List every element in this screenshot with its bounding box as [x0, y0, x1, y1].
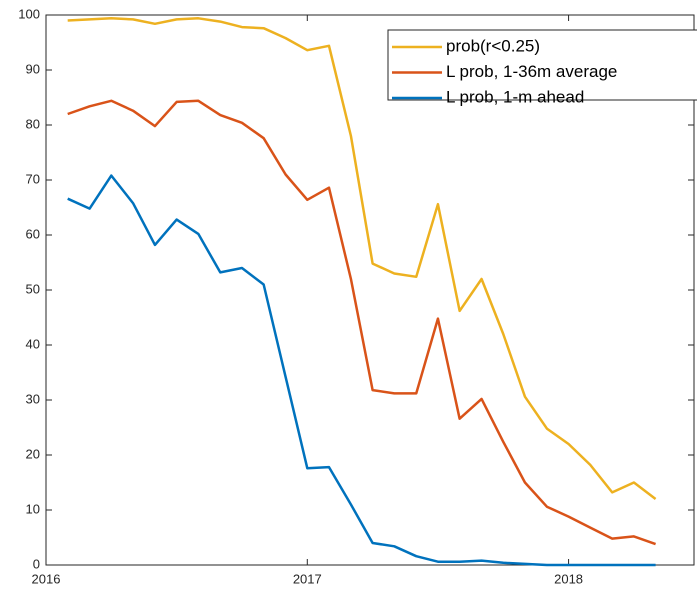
x-tick-label: 2016 [32, 571, 61, 586]
y-tick-label: 0 [33, 556, 40, 571]
legend-label: L prob, 1-m ahead [446, 87, 584, 106]
legend-label: prob(r<0.25) [446, 36, 540, 55]
y-tick-label: 100 [18, 6, 40, 21]
y-tick-label: 20 [26, 446, 40, 461]
y-tick-label: 30 [26, 391, 40, 406]
legend-box [387, 29, 697, 101]
y-tick-label: 40 [26, 336, 40, 351]
y-tick-label: 70 [26, 171, 40, 186]
y-tick-label: 90 [26, 61, 40, 76]
x-tick-label: 2017 [293, 571, 322, 586]
y-tick-label: 60 [26, 226, 40, 241]
series-line [67, 99, 657, 546]
series-line [67, 17, 657, 500]
legend: prob(r<0.25) L prob, 1-36m average L prob,… [387, 29, 697, 106]
legend-label: L prob, 1-36m average [446, 62, 617, 81]
plot-area [45, 14, 695, 566]
x-tick-label: 2018 [554, 571, 583, 586]
y-tick-label: 80 [26, 116, 40, 131]
y-tick-label: 50 [26, 281, 40, 296]
series-line [67, 174, 656, 567]
y-tick-label: 10 [26, 501, 40, 516]
